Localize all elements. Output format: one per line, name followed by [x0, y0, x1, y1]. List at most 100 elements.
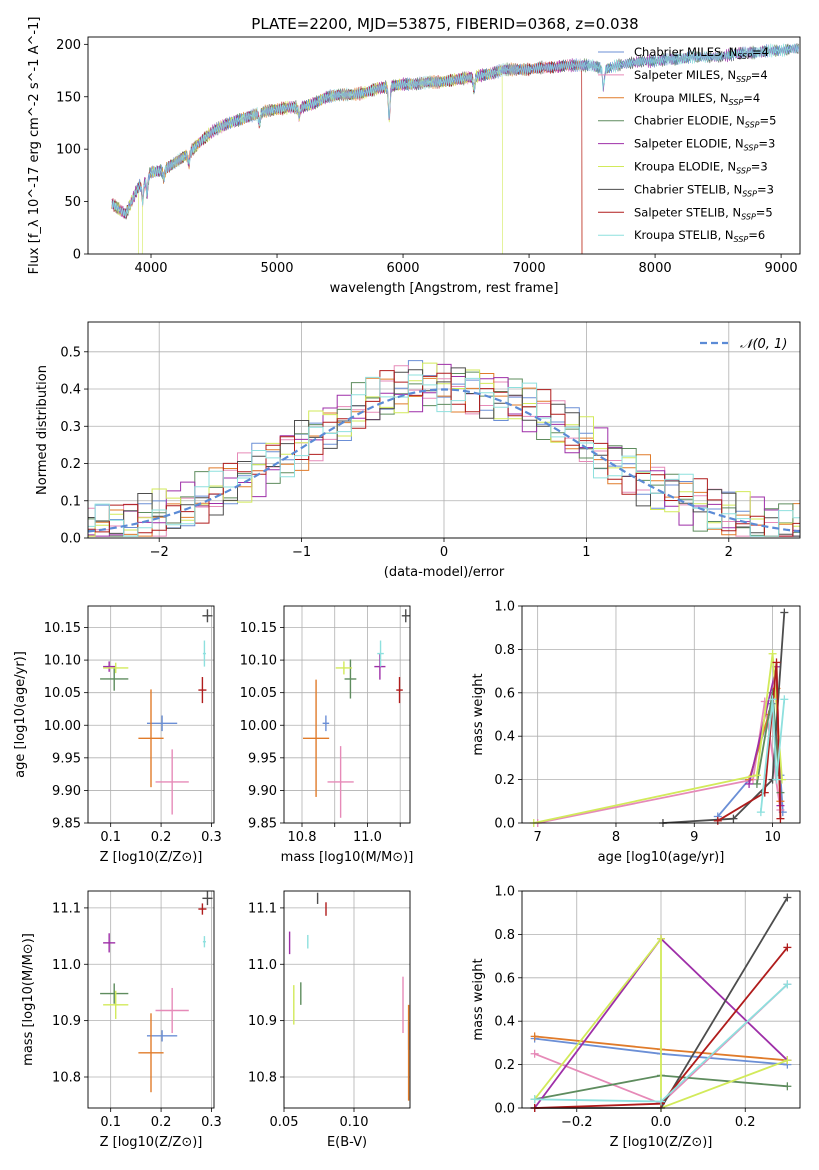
series-kroupa-stelib — [756, 695, 789, 817]
series-line — [717, 662, 782, 822]
x-axis-label: E(B-V) — [327, 1135, 367, 1150]
legend-label-salpeter-elodie: Salpeter ELODIE, NSSP=3 — [634, 137, 775, 153]
legend-label-chabrier-miles: Chabrier MILES, NSSP=4 — [634, 45, 769, 61]
y-tick-label: 0.2 — [494, 1058, 515, 1073]
weight-vs-metallicity-axes: −0.2 0.0 0.2 0.0 0.2 0.4 0.6 0.8 1.0 Z [log10(Z/Z… — [471, 885, 801, 1150]
y-tick-label: 0.1 — [60, 494, 81, 509]
y-axis-label: age [log10(age/yr)] — [13, 651, 28, 778]
x-axis-label: wavelength [Angstrom, rest frame] — [330, 281, 559, 296]
series-line — [533, 653, 783, 824]
y-tick-label: 10.00 — [44, 719, 81, 734]
figure-title: PLATE=2200, MJD=53875, FIBERID=0368, z=0… — [251, 15, 638, 33]
y-axis-label: mass [log10(M/M⊙)] — [21, 933, 36, 1066]
x-tick-label: 9 — [690, 830, 698, 845]
y-tick-label: 11.1 — [248, 901, 277, 916]
chart-layer: 4000 5000 6000 7000 8000 9000050100150200wave… — [13, 17, 801, 1150]
y-tick-label: 11.1 — [52, 901, 81, 916]
spectrum-kroupa-stelib — [111, 43, 799, 218]
y-tick-label: 150 — [56, 90, 81, 105]
errorbar-chabrier-elodie — [100, 983, 129, 1004]
x-axis-label: mass [log10(M/M⊙)] — [281, 850, 414, 865]
hist-chabrier-stelib — [88, 367, 800, 537]
y-axis-label: mass weight — [471, 673, 486, 755]
errorbar-salpeter-elodie — [103, 933, 116, 953]
series-line — [759, 699, 786, 813]
errorbar-salpeter-miles — [155, 987, 189, 1034]
errorbar-chabrier-stelib — [202, 891, 213, 906]
errorbar-salpeter-miles — [327, 746, 354, 818]
x-tick-label: 5000 — [260, 261, 293, 276]
y-tick-label: 1.0 — [494, 885, 515, 900]
x-tick-label: −2 — [150, 545, 169, 560]
x-tick-label: 0.3 — [201, 1115, 222, 1130]
errorbar-salpeter-stelib — [396, 677, 403, 704]
x-axis-label: Z [log10(Z/Z⊙)] — [100, 1135, 203, 1150]
y-tick-label: 0.5 — [60, 345, 81, 360]
weight-vs-age-axes: 7 8 9 10 0.0 0.2 0.4 0.6 0.8 1.0 age [log10(age/yr… — [471, 600, 801, 865]
residuals-axes: −2 −1 0 1 2 0.0 0.1 0.2 0.3 0.4 0.5 (data-model)/er… — [35, 321, 801, 580]
spectrum-axes: 4000 5000 6000 7000 8000 9000 0 50 100 150 200 wave… — [27, 17, 801, 296]
y-tick-label: 0.3 — [60, 420, 81, 435]
y-tick-label: 10.00 — [240, 719, 277, 734]
y-tick-label: 10.05 — [44, 686, 81, 701]
y-tick-label: 10.9 — [52, 1014, 81, 1029]
y-tick-label: 10.8 — [52, 1071, 81, 1086]
errorbar-salpeter-miles — [155, 749, 189, 815]
legend-label-chabrier-stelib: Chabrier STELIB, NSSP=3 — [634, 182, 774, 198]
y-tick-label: 1.0 — [494, 600, 515, 615]
y-tick-label: 0.4 — [60, 383, 81, 398]
age-vs-mass-axes: 10.8 11.0 9.85 9.90 9.95 10.00 10.05 10.10 10.15… — [240, 605, 414, 865]
x-tick-label: 8 — [612, 830, 620, 845]
x-tick-label: 9000 — [765, 261, 798, 276]
y-tick-label: 9.90 — [248, 784, 277, 799]
errorbar-kroupa-elodie — [335, 661, 353, 675]
legend-label-kroupa-stelib: Kroupa STELIB, NSSP=6 — [634, 228, 765, 244]
y-tick-label: 0.0 — [494, 1102, 515, 1117]
x-tick-label: 4000 — [134, 261, 167, 276]
errorbar-kroupa-stelib — [202, 936, 206, 948]
y-tick-label: 0.6 — [494, 686, 515, 701]
x-tick-label: −1 — [292, 545, 311, 560]
y-axis-label: Flux [f_λ 10^-17 erg cm^-2 s^-1 A^-1] — [27, 17, 42, 275]
y-tick-label: 9.95 — [248, 751, 277, 766]
y-tick-label: 10.10 — [44, 654, 81, 669]
y-tick-label: 10.15 — [44, 621, 81, 636]
x-axis-label: Z [log10(Z/Z⊙)] — [100, 850, 203, 865]
x-tick-label: 0.1 — [100, 830, 121, 845]
y-tick-label: 9.85 — [248, 817, 277, 832]
y-tick-label: 10.8 — [248, 1071, 277, 1086]
errorbar-kroupa-miles — [138, 1013, 164, 1093]
y-axis-label: mass weight — [471, 958, 486, 1040]
x-axis-label: age [log10(age/yr)] — [598, 850, 725, 865]
x-tick-label: −0.2 — [561, 1115, 593, 1130]
y-tick-label: 0.4 — [494, 1015, 515, 1030]
residuals-frame — [87, 321, 801, 539]
series-line — [533, 936, 788, 1110]
legend-label-kroupa-miles: Kroupa MILES, NSSP=4 — [634, 91, 760, 107]
errorbar-kroupa-elodie — [103, 662, 129, 674]
y-tick-label: 0.2 — [494, 773, 515, 788]
errorbar-kroupa-miles — [302, 679, 330, 797]
errorbar-kroupa-stelib — [377, 640, 384, 667]
y-tick-label: 0.6 — [494, 971, 515, 986]
y-tick-label: 9.85 — [52, 817, 81, 832]
y-tick-label: 10.9 — [248, 1014, 277, 1029]
legend-label-chabrier-elodie: Chabrier ELODIE, NSSP=5 — [634, 114, 776, 130]
x-axis-label: Z [log10(Z/Z⊙)] — [610, 1135, 713, 1150]
legend-label-kroupa-elodie: Kroupa ELODIE, NSSP=3 — [634, 160, 768, 176]
series-kroupa-elodie — [529, 649, 786, 827]
hist-kroupa-stelib — [88, 374, 800, 537]
spectrum-lines — [111, 43, 799, 254]
mass-vs-metallicity-axes: 0.1 0.2 0.3 10.8 10.9 11.0 11.1 Z [log10(Z/Z⊙)]… — [21, 890, 222, 1150]
x-tick-label: 6000 — [386, 261, 419, 276]
y-tick-label: 0.2 — [60, 457, 81, 472]
errorbar-chabrier-elodie — [344, 659, 357, 699]
errorbar-salpeter-stelib — [198, 677, 207, 704]
errorbar-chabrier-elodie — [100, 667, 129, 691]
x-tick-label: 0 — [440, 545, 448, 560]
y-tick-label: 0.8 — [494, 928, 515, 943]
x-tick-label: 0.10 — [340, 1115, 369, 1130]
errorbar-kroupa-stelib — [202, 640, 206, 667]
y-tick-label: 0.8 — [494, 643, 515, 658]
y-tick-label: 10.15 — [240, 621, 277, 636]
